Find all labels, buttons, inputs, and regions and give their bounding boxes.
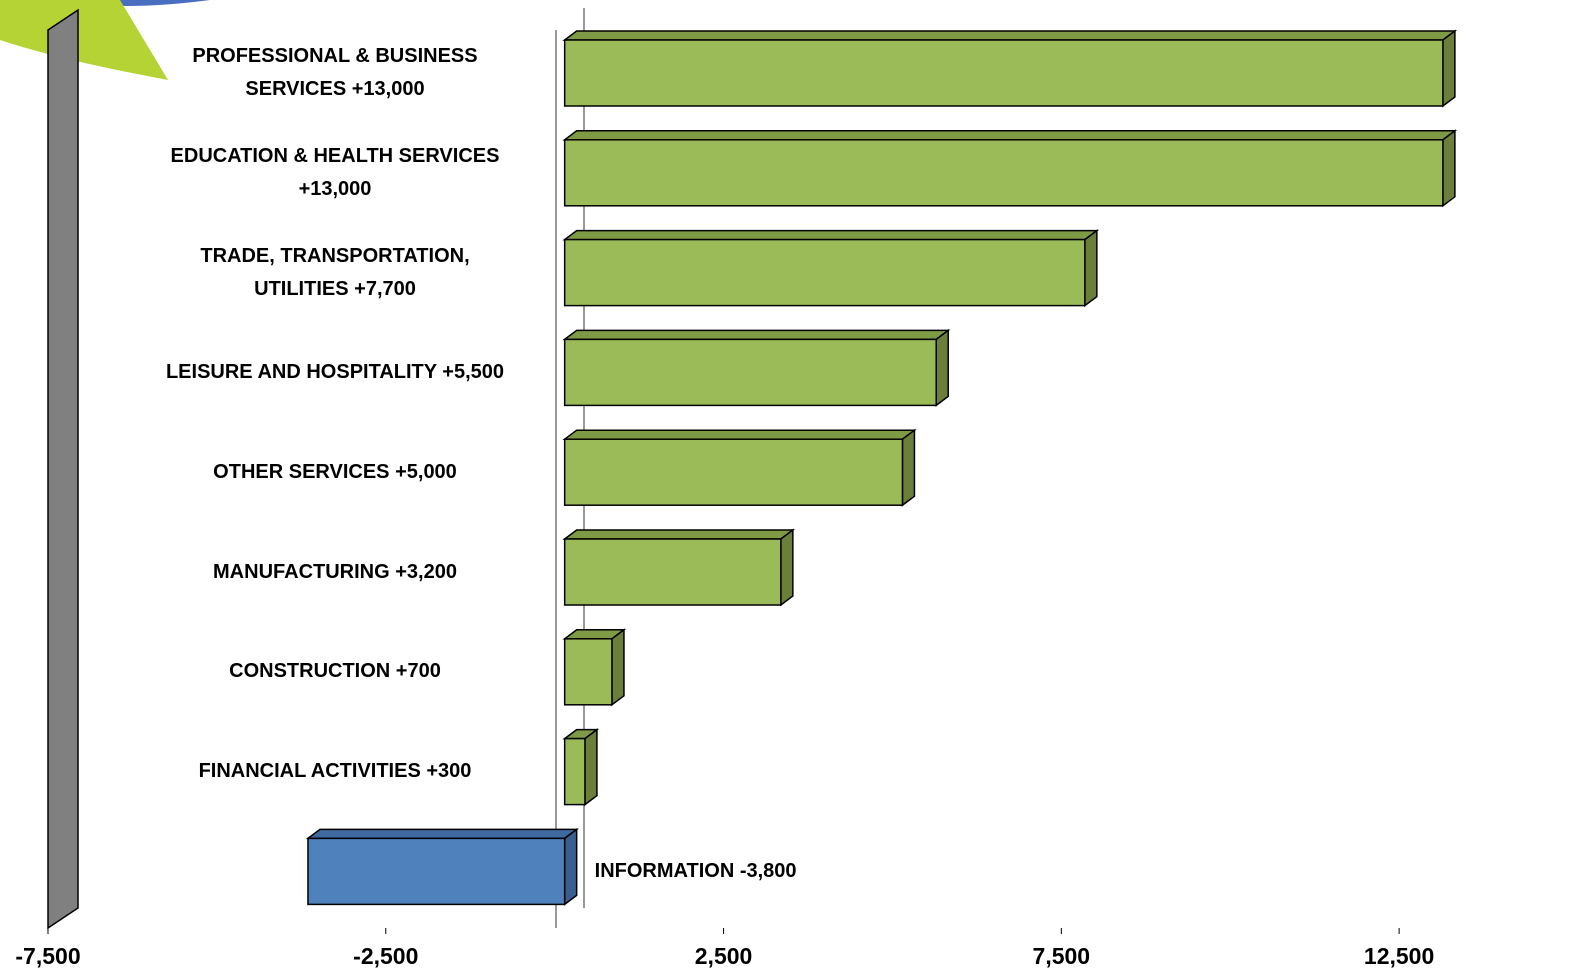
axis-wall bbox=[47, 8, 79, 930]
bar-top bbox=[305, 828, 579, 840]
category-label: INFORMATION -3,800 bbox=[595, 831, 995, 911]
bar-side bbox=[611, 628, 625, 707]
value-label: +300 bbox=[426, 760, 472, 783]
logo-swoosh bbox=[0, 0, 168, 80]
label-text: TRADE, TRANSPORTATION, UTILITIES +7,700 bbox=[155, 240, 515, 306]
bar-front bbox=[563, 39, 1444, 107]
label-text: PROFESSIONAL & BUSINESS SERVICES +13,000 bbox=[155, 40, 515, 106]
category-name: INFORMATION bbox=[594, 859, 735, 882]
bar-side bbox=[901, 428, 916, 507]
label-text: CONSTRUCTION +700 bbox=[229, 655, 441, 688]
value-label: +13,000 bbox=[298, 177, 372, 200]
category-label: TRADE, TRANSPORTATION, UTILITIES +7,700 bbox=[155, 233, 515, 313]
bar-top bbox=[562, 329, 951, 341]
bar bbox=[562, 728, 600, 807]
bar-front bbox=[563, 638, 613, 706]
bar bbox=[562, 229, 1100, 308]
bar-front bbox=[563, 338, 937, 407]
label-text: INFORMATION -3,800 bbox=[595, 855, 797, 888]
bar-side bbox=[1442, 29, 1456, 108]
x-tick-label: -2,500 bbox=[353, 943, 418, 969]
bar-front bbox=[307, 837, 566, 906]
bar-top bbox=[562, 229, 1100, 241]
bar-side bbox=[1084, 229, 1098, 308]
bar-side bbox=[1442, 129, 1456, 208]
bar bbox=[562, 628, 627, 707]
x-tick-label: 2,500 bbox=[695, 943, 753, 969]
category-label: FINANCIAL ACTIVITIES +300 bbox=[155, 732, 515, 812]
value-label: +7,700 bbox=[354, 277, 416, 300]
category-name: LEISURE AND HOSPITALITY bbox=[165, 360, 437, 383]
x-tick-label: -7,500 bbox=[15, 943, 80, 969]
bar-front bbox=[563, 737, 586, 806]
category-name: FINANCIAL ACTIVITIES bbox=[198, 760, 421, 783]
label-text: OTHER SERVICES +5,000 bbox=[213, 456, 457, 489]
value-label: +700 bbox=[395, 660, 441, 683]
category-name: CONSTRUCTION bbox=[229, 660, 391, 683]
category-label: LEISURE AND HOSPITALITY +5,500 bbox=[155, 332, 515, 412]
label-text: EDUCATION & HEALTH SERVICES +13,000 bbox=[155, 140, 515, 206]
bar bbox=[562, 29, 1458, 108]
bar-side bbox=[935, 328, 949, 407]
category-label: PROFESSIONAL & BUSINESS SERVICES +13,000 bbox=[155, 33, 515, 113]
bar-top bbox=[562, 529, 796, 540]
label-text: MANUFACTURING +3,200 bbox=[213, 556, 457, 589]
bar-front bbox=[563, 238, 1086, 307]
value-label: +5,500 bbox=[442, 360, 505, 383]
bar bbox=[562, 528, 796, 607]
bar-top bbox=[562, 30, 1458, 41]
value-label: -3,800 bbox=[739, 859, 797, 882]
bar bbox=[305, 827, 579, 906]
category-label: CONSTRUCTION +700 bbox=[155, 632, 515, 712]
category-label: MANUFACTURING +3,200 bbox=[155, 532, 515, 612]
value-label: +3,200 bbox=[395, 560, 457, 583]
value-label: +5,000 bbox=[395, 460, 457, 483]
category-name: TRADE, TRANSPORTATION, UTILITIES bbox=[200, 244, 470, 300]
category-name: PROFESSIONAL & BUSINESS SERVICES bbox=[192, 45, 478, 100]
category-name: MANUFACTURING bbox=[213, 560, 390, 583]
category-label: OTHER SERVICES +5,000 bbox=[155, 432, 515, 512]
label-text: FINANCIAL ACTIVITIES +300 bbox=[199, 755, 472, 788]
bar bbox=[562, 129, 1458, 208]
bar bbox=[562, 328, 951, 407]
category-name: OTHER SERVICES bbox=[213, 460, 390, 483]
bar-side bbox=[584, 728, 598, 807]
bar bbox=[562, 428, 917, 507]
bar-front bbox=[563, 438, 904, 506]
bar-side bbox=[780, 528, 794, 607]
label-text: LEISURE AND HOSPITALITY +5,500 bbox=[166, 356, 504, 389]
x-tick-label: 12,500 bbox=[1364, 943, 1434, 969]
value-label: +13,000 bbox=[351, 78, 425, 100]
bar-front bbox=[563, 538, 782, 606]
category-label: EDUCATION & HEALTH SERVICES +13,000 bbox=[155, 133, 515, 213]
x-tick-label: 7,500 bbox=[1033, 943, 1091, 969]
bar-top bbox=[562, 429, 917, 440]
bar-top bbox=[562, 130, 1458, 141]
category-name: EDUCATION & HEALTH SERVICES bbox=[170, 144, 500, 167]
bar-side bbox=[563, 827, 578, 906]
bar-front bbox=[563, 139, 1444, 207]
